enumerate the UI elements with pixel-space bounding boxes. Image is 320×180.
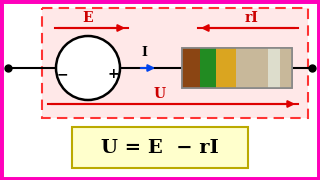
Bar (200, 48, 216, 88)
Text: U: U (154, 87, 166, 101)
Circle shape (56, 36, 120, 100)
Bar (236, 48, 268, 88)
Text: +: + (107, 67, 119, 81)
Bar (72, 127, 248, 168)
Text: rI: rI (245, 11, 259, 25)
Text: E: E (83, 11, 93, 25)
Text: U = E  − rI: U = E − rI (101, 139, 219, 157)
Text: −: − (56, 67, 68, 81)
Text: I: I (141, 46, 147, 58)
Bar (182, 48, 292, 88)
Bar (280, 48, 292, 88)
Bar (182, 48, 200, 88)
Bar (42, 8, 308, 118)
Bar (216, 48, 236, 88)
Bar (268, 48, 280, 88)
Bar (182, 48, 292, 88)
